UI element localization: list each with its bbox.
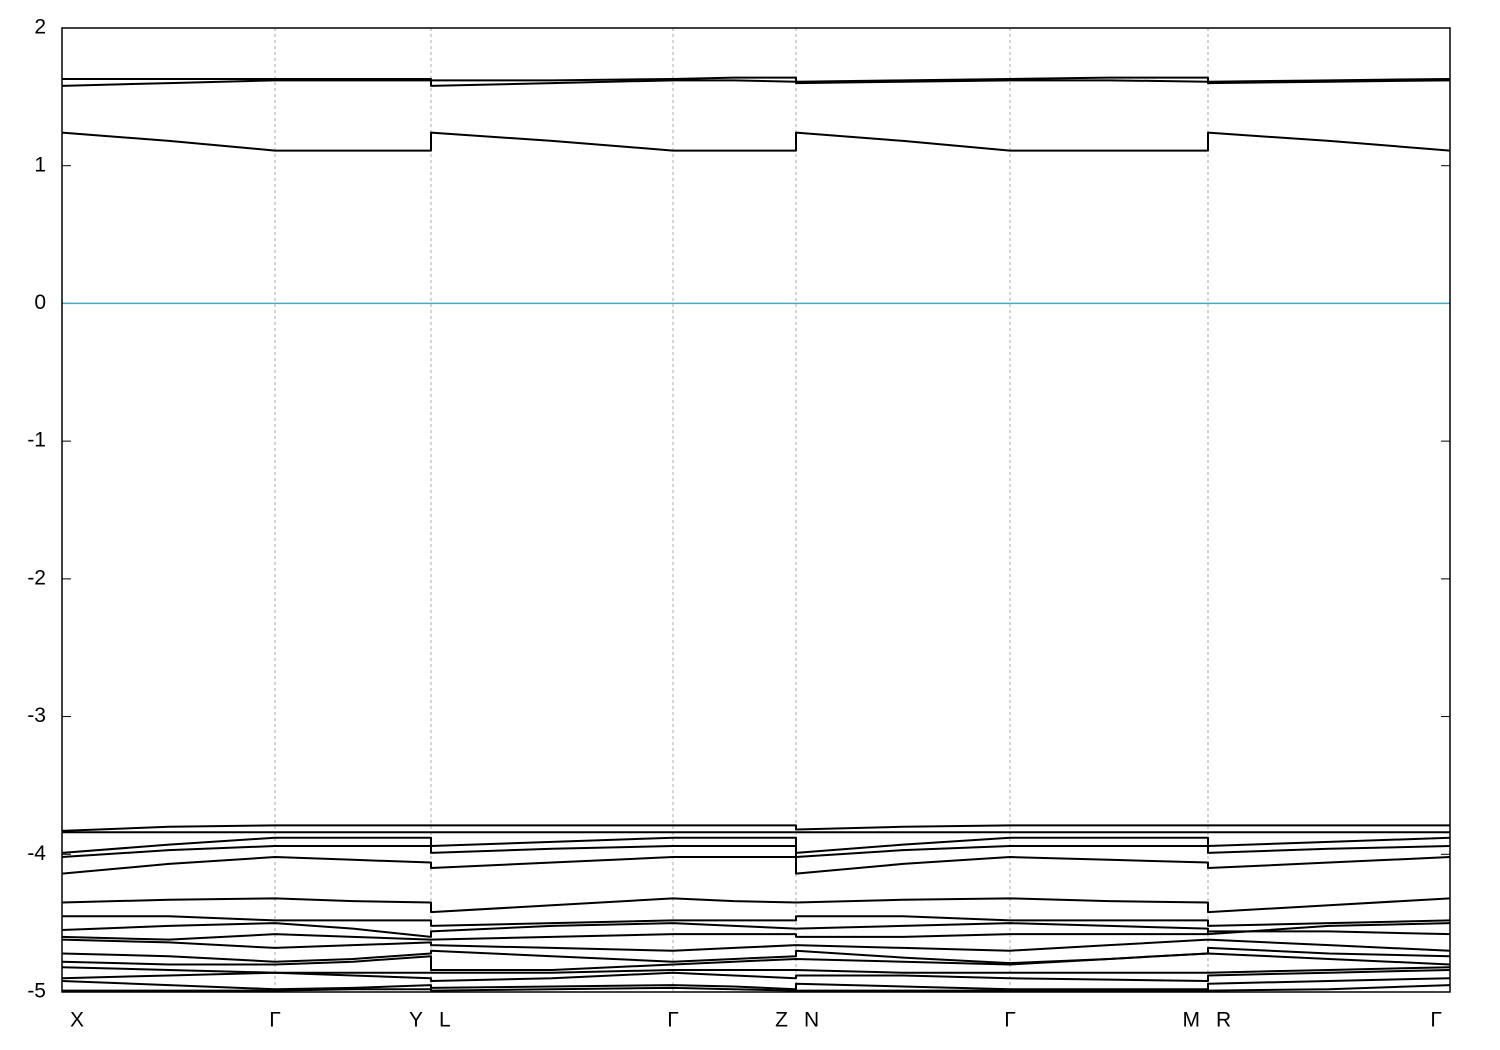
band-line (61, 131, 1451, 152)
band-line (62, 76, 1451, 83)
x-tick-label: Y (409, 1009, 423, 1032)
plot-frame (61, 27, 1451, 993)
band-line (61, 938, 1451, 952)
band-line (61, 977, 1451, 991)
band-line (61, 952, 1451, 971)
band-line (61, 79, 1451, 87)
x-tick-label: N (804, 1009, 819, 1032)
x-tick-label: L (439, 1009, 451, 1032)
x-tick-label: Z (775, 1009, 788, 1032)
band-line (61, 968, 1451, 982)
band-line (61, 856, 1451, 875)
band-line (61, 930, 1451, 941)
band-line (61, 836, 1451, 854)
x-tick-label: M (1183, 1009, 1201, 1032)
y-tick-label: 0 (34, 291, 46, 314)
x-tick-label: R (1216, 1009, 1231, 1032)
x-tick-label: Γ (1430, 1009, 1442, 1032)
band-line (61, 897, 1451, 914)
y-tick-label: -1 (27, 429, 46, 452)
y-tick-label: -4 (27, 842, 46, 865)
band-line (61, 824, 1450, 832)
band-line (61, 845, 1451, 859)
y-tick-label: -3 (27, 704, 46, 727)
band-line (62, 984, 1451, 992)
y-tick-label: -5 (27, 980, 46, 1003)
x-tick-label: X (70, 1009, 84, 1032)
y-tick-label: 1 (34, 153, 46, 176)
y-tick-label: -2 (27, 566, 46, 589)
x-tick-label: Γ (667, 1009, 679, 1032)
y-tick-label: 2 (34, 16, 46, 39)
x-tick-label: Γ (269, 1009, 281, 1032)
x-tick-label: Γ (1004, 1009, 1016, 1032)
band-line (62, 915, 1451, 927)
